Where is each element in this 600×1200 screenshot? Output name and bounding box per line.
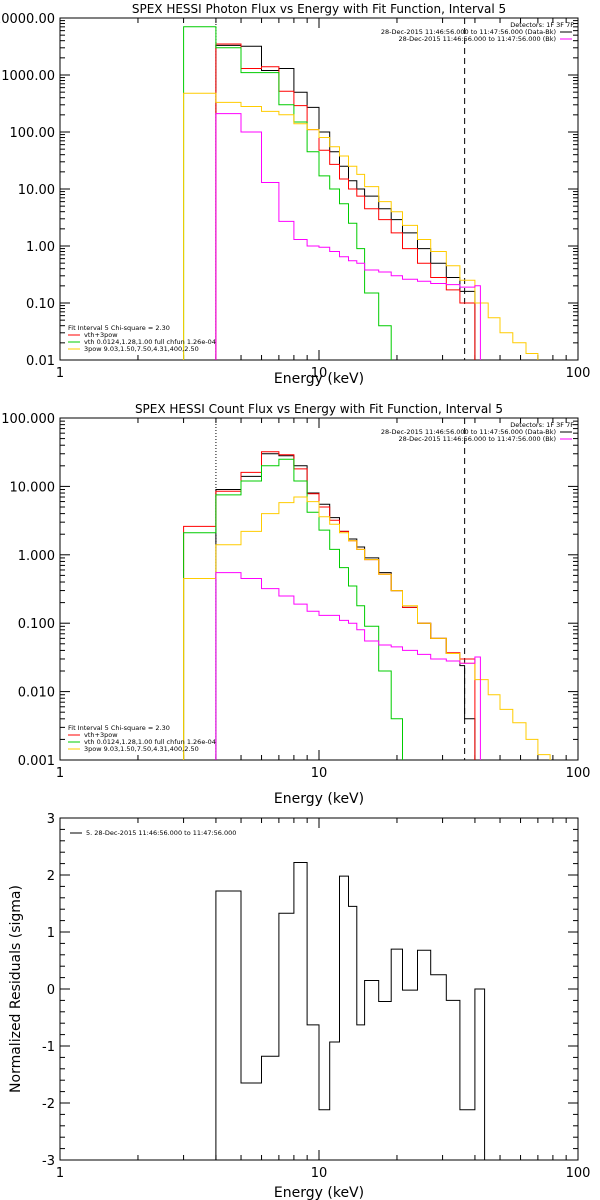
y-tick-label: 1.000	[18, 549, 55, 564]
legend-entry-label: 5. 28-Dec-2015 11:46:56.000 to 11:47:56.…	[86, 829, 236, 837]
x-tick-label: 10	[311, 366, 328, 381]
series-line-3	[183, 496, 551, 760]
y-tick-label: 2	[47, 869, 55, 884]
y-tick-label: 0.100	[18, 617, 55, 632]
legend-header: Detectors: 1F 3F 7F	[510, 421, 574, 429]
x-axis-label: Energy (keV)	[274, 1185, 364, 1200]
legend-entry-label: 28-Dec-2015 11:46:56.000 to 11:47:56.000…	[381, 28, 556, 36]
y-tick-label: -1	[42, 1040, 55, 1055]
y-tick-label: 10.000	[10, 480, 56, 495]
legend-entry-label: 28-Dec-2015 11:46:56.000 to 11:47:56.000…	[381, 428, 556, 436]
x-tick-label: 100	[566, 366, 591, 381]
series-line-3	[183, 92, 551, 360]
series-line-2	[183, 458, 403, 760]
y-tick-label: 3	[47, 812, 55, 827]
y-tick-label: -2	[42, 1097, 55, 1112]
x-tick-label: 100	[566, 766, 591, 781]
x-axis-label: Energy (keV)	[274, 371, 364, 387]
y-tick-label: 0	[47, 983, 55, 998]
x-tick-label: 10	[311, 766, 328, 781]
legend-entry-label: 3pow 9.03,1.50,7.50,4.31,400,2.50	[84, 745, 199, 753]
y-tick-label: 10000.00	[0, 12, 55, 27]
y-tick-label: 1000.00	[1, 69, 55, 84]
series-line-2	[183, 26, 403, 360]
series-line-4	[215, 572, 481, 760]
series-line-0	[215, 44, 476, 360]
series-group	[183, 26, 551, 360]
legend-entry-label: 28-Dec-2015 11:46:56.000 to 11:47:56.000…	[399, 435, 557, 443]
legend-header: Fit Interval 5 Chi-square = 2.30	[68, 724, 170, 732]
y-tick-label: 0.01	[26, 354, 55, 369]
series-line-0	[215, 453, 476, 760]
y-axis-label: Normalized Residuals (sigma)	[8, 885, 24, 1093]
y-tick-label: 1.00	[26, 240, 55, 255]
legend-entry-label: 3pow 9.03,1.50,7.50,4.31,400,2.50	[84, 345, 199, 353]
legend-header: Fit Interval 5 Chi-square = 2.30	[68, 324, 170, 332]
legend-header: Detectors: 1F 3F 7F	[510, 21, 574, 29]
y-tick-label: 1	[47, 926, 55, 941]
series-line-1	[215, 43, 476, 360]
y-tick-label: 0.001	[18, 754, 55, 769]
legend-entry-label: vth 0.0124,1.28,1.00 full chfun 1.26e-04	[84, 338, 216, 346]
x-tick-label: 100	[566, 1166, 591, 1181]
y-tick-label: 0.010	[18, 686, 55, 701]
chart-title: SPEX HESSI Count Flux vs Energy with Fit…	[135, 402, 503, 416]
y-tick-label: 100.000	[1, 412, 55, 427]
legend-entry-label: vth 0.0124,1.28,1.00 full chfun 1.26e-04	[84, 738, 216, 746]
legend-entry-label: vth+3pow	[84, 731, 118, 739]
residuals-chart: 1 10 100 -3 -2 -1 0 1 2 3 Energy (keV) Normalized R…	[8, 812, 590, 1200]
legend-entry-label: vth+3pow	[84, 331, 118, 339]
series-line-1	[183, 451, 476, 760]
y-tick-label: 10.00	[18, 183, 55, 198]
series-line-4	[215, 113, 481, 360]
chart-title: SPEX HESSI Photon Flux vs Energy with Fi…	[132, 2, 506, 16]
y-tick-label: 100.00	[10, 126, 56, 141]
x-tick-label: 1	[56, 1166, 64, 1181]
count-flux-chart: SPEX HESSI Count Flux vs Energy with Fit…	[1, 402, 590, 807]
legend-entry-label: 28-Dec-2015 11:46:56.000 to 11:47:56.000…	[399, 35, 557, 43]
plot-frame	[59, 17, 579, 361]
y-tick-label: 0.10	[26, 297, 55, 312]
series-group	[215, 862, 486, 1160]
x-tick-label: 1	[56, 766, 64, 781]
series-group	[183, 451, 551, 760]
photon-flux-chart: SPEX HESSI Photon Flux vs Energy with Fi…	[0, 2, 590, 387]
x-tick-label: 1	[56, 366, 64, 381]
x-axis-label: Energy (keV)	[274, 791, 364, 807]
y-tick-label: -3	[42, 1154, 55, 1169]
x-tick-label: 10	[311, 1166, 328, 1181]
series-line-0	[215, 862, 486, 1160]
